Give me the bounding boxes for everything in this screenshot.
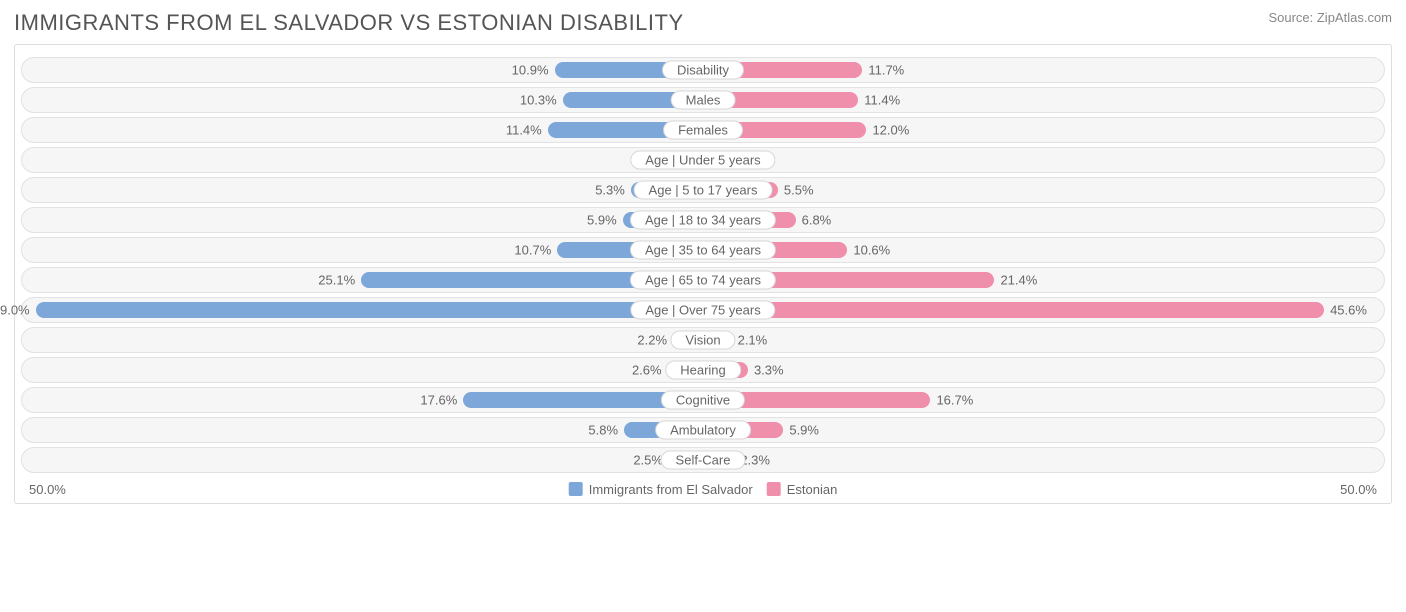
bar-value-right: 10.6% bbox=[847, 243, 890, 258]
bar-left: 49.0% bbox=[36, 302, 703, 318]
bar-value-left: 2.6% bbox=[632, 363, 668, 378]
bar-value-right: 5.9% bbox=[783, 423, 819, 438]
bar-value-left: 5.9% bbox=[587, 213, 623, 228]
chart-row: 10.7% 10.6% Age | 35 to 64 years bbox=[21, 237, 1385, 263]
bar-value-right: 11.4% bbox=[858, 93, 900, 108]
source-attribution: Source: ZipAtlas.com bbox=[1268, 10, 1392, 25]
chart-row: 2.6% 3.3% Hearing bbox=[21, 357, 1385, 383]
chart-row: 17.6% 16.7% Cognitive bbox=[21, 387, 1385, 413]
chart-row: 5.3% 5.5% Age | 5 to 17 years bbox=[21, 177, 1385, 203]
chart-row: 49.0%45.6%Age | Over 75 years bbox=[21, 297, 1385, 323]
category-label: Males bbox=[671, 91, 736, 110]
bar-value-right: 16.7% bbox=[930, 393, 973, 408]
legend-item-left: Immigrants from El Salvador bbox=[569, 482, 753, 497]
bar-value-right: 12.0% bbox=[866, 123, 909, 138]
category-label: Self-Care bbox=[661, 451, 746, 470]
category-label: Females bbox=[663, 121, 743, 140]
chart-row: 2.5%2.3%Self-Care bbox=[21, 447, 1385, 473]
chart-row: 5.8% 5.9% Ambulatory bbox=[21, 417, 1385, 443]
bar-value-left: 25.1% bbox=[318, 273, 361, 288]
bar-right: 45.6% bbox=[703, 302, 1324, 318]
bar-value-right: 5.5% bbox=[778, 183, 814, 198]
chart-row: 10.9% 11.7% Disability bbox=[21, 57, 1385, 83]
category-label: Age | 5 to 17 years bbox=[634, 181, 773, 200]
legend: 50.0% Immigrants from El Salvador Estoni… bbox=[19, 479, 1387, 499]
diverging-bar-chart: 10.9% 11.7% Disability 10.3% 11.4% Males 11.4%… bbox=[14, 44, 1392, 504]
bar-value-left: 10.3% bbox=[520, 93, 563, 108]
bar-value-left: 17.6% bbox=[420, 393, 463, 408]
chart-row: 5.9% 6.8% Age | 18 to 34 years bbox=[21, 207, 1385, 233]
bar-value-left: 5.8% bbox=[588, 423, 624, 438]
category-label: Ambulatory bbox=[655, 421, 751, 440]
bar-value-right: 45.6% bbox=[1324, 303, 1367, 318]
bar-value-right: 11.7% bbox=[862, 63, 904, 78]
bar-value-right: 2.1% bbox=[732, 333, 768, 348]
category-label: Vision bbox=[670, 331, 735, 350]
category-label: Age | Over 75 years bbox=[630, 301, 775, 320]
bar-value-right: 3.3% bbox=[748, 363, 784, 378]
legend-label-right: Estonian bbox=[787, 482, 838, 497]
legend-item-right: Estonian bbox=[767, 482, 838, 497]
chart-row: 1.1%1.5%Age | Under 5 years bbox=[21, 147, 1385, 173]
bar-value-right: 21.4% bbox=[994, 273, 1037, 288]
category-label: Disability bbox=[662, 61, 744, 80]
bar-value-left: 5.3% bbox=[595, 183, 631, 198]
chart-row: 10.3% 11.4% Males bbox=[21, 87, 1385, 113]
bar-value-left: 10.7% bbox=[514, 243, 557, 258]
bar-value-left: 11.4% bbox=[506, 123, 548, 138]
category-label: Hearing bbox=[665, 361, 741, 380]
bar-value-right: 6.8% bbox=[796, 213, 832, 228]
bar-value-left: 2.2% bbox=[637, 333, 673, 348]
legend-label-left: Immigrants from El Salvador bbox=[589, 482, 753, 497]
bar-value-left: 49.0% bbox=[0, 303, 36, 318]
chart-row: 11.4% 12.0% Females bbox=[21, 117, 1385, 143]
category-label: Age | 18 to 34 years bbox=[630, 211, 776, 230]
category-label: Age | Under 5 years bbox=[630, 151, 775, 170]
chart-row: 2.2% 2.1%Vision bbox=[21, 327, 1385, 353]
bar-value-left: 10.9% bbox=[512, 63, 555, 78]
category-label: Age | 65 to 74 years bbox=[630, 271, 776, 290]
category-label: Cognitive bbox=[661, 391, 745, 410]
legend-swatch-left bbox=[569, 482, 583, 496]
axis-max-left: 50.0% bbox=[29, 482, 66, 497]
axis-max-right: 50.0% bbox=[1340, 482, 1377, 497]
chart-title: IMMIGRANTS FROM EL SALVADOR VS ESTONIAN … bbox=[14, 10, 684, 36]
legend-swatch-right bbox=[767, 482, 781, 496]
chart-row: 25.1% 21.4% Age | 65 to 74 years bbox=[21, 267, 1385, 293]
category-label: Age | 35 to 64 years bbox=[630, 241, 776, 260]
